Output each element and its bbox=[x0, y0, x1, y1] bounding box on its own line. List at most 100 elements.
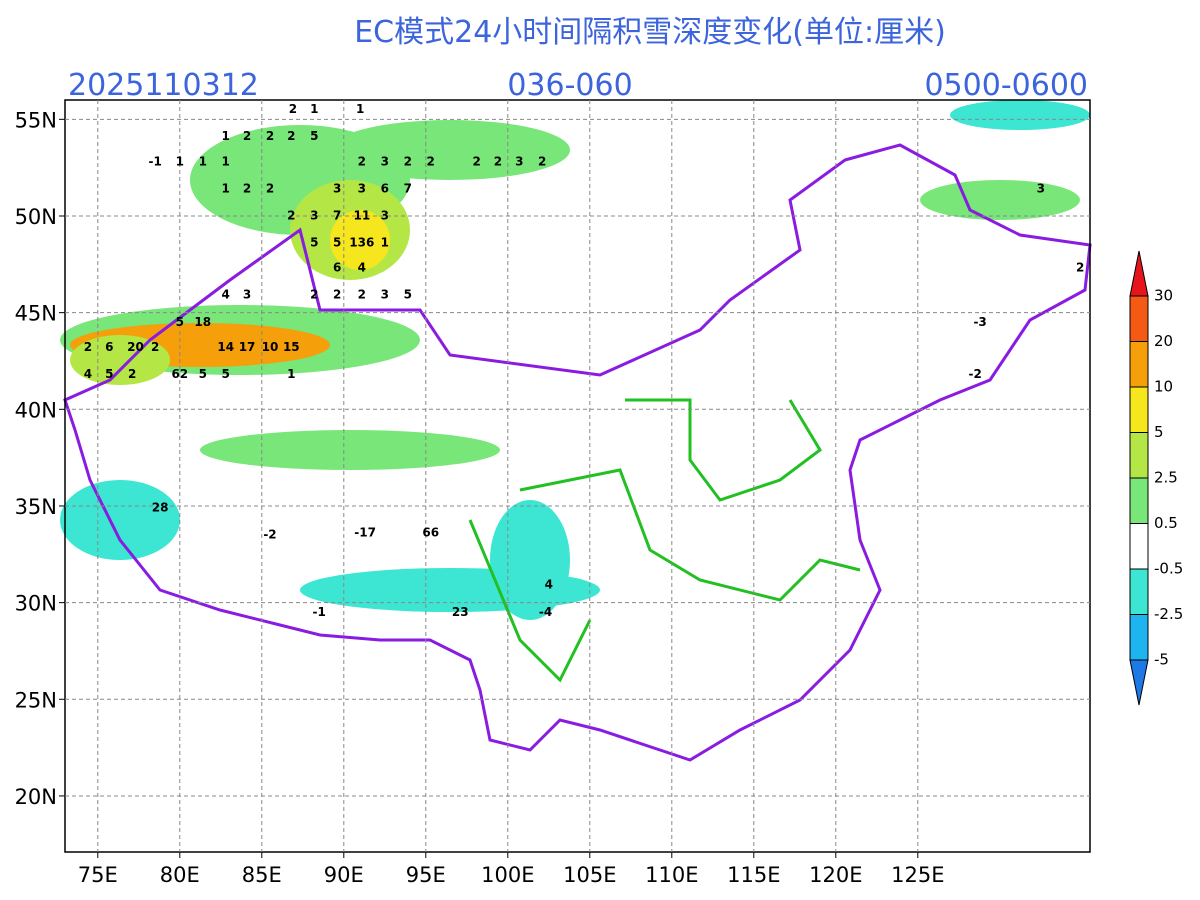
colorbar-label: 30 bbox=[1154, 287, 1173, 305]
map-value-label: 2 bbox=[287, 129, 295, 143]
x-tick-label: 100E bbox=[481, 863, 534, 887]
forecast-range: 036-060 bbox=[507, 68, 632, 103]
y-tick-label: 30N bbox=[15, 592, 57, 616]
map-value-label: 66 bbox=[422, 526, 439, 540]
colorbar-label: 2.5 bbox=[1154, 469, 1178, 487]
map-value-label: 5 bbox=[176, 315, 184, 329]
map-value-label: 4 bbox=[545, 578, 553, 592]
map-value-label: 11 bbox=[353, 208, 370, 222]
map-value-label: 3 bbox=[381, 208, 389, 222]
map-value-label: 3 bbox=[243, 288, 251, 302]
map-value-label: 5 bbox=[404, 288, 412, 302]
x-tick-label: 115E bbox=[727, 863, 780, 887]
map-frame bbox=[64, 99, 1091, 853]
map-value-label: 2 bbox=[310, 288, 318, 302]
map-value-label: 3 bbox=[1037, 181, 1045, 195]
init-time: 2025110312 bbox=[68, 68, 259, 103]
colorbar-arrow bbox=[1129, 659, 1149, 706]
map-value-label: 2 bbox=[266, 129, 274, 143]
map-value-label: 1 bbox=[176, 154, 184, 168]
map-value-label: 2 bbox=[427, 154, 435, 168]
map-value-label: 3 bbox=[381, 154, 389, 168]
map-value-label: 2 bbox=[404, 154, 412, 168]
map-value-label: 1 bbox=[199, 154, 207, 168]
map-value-label: 28 bbox=[152, 500, 169, 514]
map-value-label: 2 bbox=[333, 288, 341, 302]
map-value-label: 1 bbox=[222, 129, 230, 143]
map-value-label: 6 bbox=[105, 340, 113, 354]
map-value-label: 6 bbox=[381, 181, 389, 195]
map-value-label: -1 bbox=[313, 605, 326, 619]
colorbar-box bbox=[1129, 614, 1149, 661]
map-value-label: 10 bbox=[262, 340, 279, 354]
map-value-label: 1 bbox=[222, 181, 230, 195]
map-value-label: 5 bbox=[310, 236, 318, 250]
map-value-label: 4 bbox=[358, 261, 366, 275]
y-tick-label: 20N bbox=[15, 785, 57, 809]
map-value-label: 14 bbox=[217, 340, 234, 354]
map-value-label: -3 bbox=[973, 315, 986, 329]
y-tick-label: 55N bbox=[15, 108, 57, 132]
map-value-label: 2 bbox=[1076, 261, 1084, 275]
map-value-label: 2 bbox=[266, 181, 274, 195]
x-tick-label: 110E bbox=[645, 863, 698, 887]
map-value-label: 20 bbox=[127, 340, 144, 354]
map-value-label: 136 bbox=[349, 236, 374, 250]
map-value-label: 5 bbox=[105, 367, 113, 381]
y-tick-label: 40N bbox=[15, 398, 57, 422]
map-value-label: 2 bbox=[287, 208, 295, 222]
colorbar-box bbox=[1129, 523, 1149, 570]
map-value-label: 2 bbox=[358, 288, 366, 302]
map-value-label: 1 bbox=[287, 367, 295, 381]
map-value-label: 4 bbox=[222, 288, 230, 302]
borders bbox=[63, 143, 1092, 762]
x-tick-label: 80E bbox=[160, 863, 200, 887]
map-value-label: 2 bbox=[494, 154, 502, 168]
y-tick-label: 35N bbox=[15, 495, 57, 519]
colorbar-label: 20 bbox=[1154, 332, 1173, 350]
map-value-label: -17 bbox=[354, 526, 376, 540]
map-value-label: 2 bbox=[151, 340, 159, 354]
colorbar-box bbox=[1129, 568, 1149, 615]
x-tick-label: 105E bbox=[563, 863, 616, 887]
map-value-label: 1 bbox=[356, 102, 364, 116]
y-tick-label: 50N bbox=[15, 205, 57, 229]
map-value-label: 3 bbox=[358, 181, 366, 195]
map-value-label: 2 bbox=[84, 340, 92, 354]
map-value-label: 3 bbox=[381, 288, 389, 302]
map-value-label: -1 bbox=[149, 154, 162, 168]
map-value-label: 7 bbox=[404, 181, 412, 195]
map-value-label: 5 bbox=[333, 236, 341, 250]
map-value-label: 2 bbox=[243, 181, 251, 195]
map-value-label: 18 bbox=[194, 315, 211, 329]
colorbar-label: -0.5 bbox=[1154, 560, 1183, 578]
colorbar-box bbox=[1129, 341, 1149, 388]
map-value-label: 5 bbox=[199, 367, 207, 381]
colorbar-label: 5 bbox=[1154, 423, 1164, 441]
map-value-label: 1 bbox=[310, 102, 318, 116]
map-value-label: 5 bbox=[310, 129, 318, 143]
colorbar-arrow bbox=[1129, 250, 1149, 297]
x-tick-label: 125E bbox=[891, 863, 944, 887]
map-value-label: -4 bbox=[539, 605, 552, 619]
colorbar-box bbox=[1129, 432, 1149, 479]
colorbar-box bbox=[1129, 386, 1149, 433]
map-value-label: 1 bbox=[381, 236, 389, 250]
map-value-label: 1 bbox=[222, 154, 230, 168]
map-value-label: 5 bbox=[222, 367, 230, 381]
x-tick-label: 75E bbox=[78, 863, 118, 887]
map-value-label: 17 bbox=[239, 340, 256, 354]
valid-time: 0500-0600 bbox=[924, 68, 1088, 103]
map-value-label: -2 bbox=[969, 367, 982, 381]
map-value-label: 2 bbox=[128, 367, 136, 381]
map-value-label: 62 bbox=[171, 367, 188, 381]
colorbar-label: -2.5 bbox=[1154, 605, 1183, 623]
map-value-label: 3 bbox=[333, 181, 341, 195]
colorbar-label: 0.5 bbox=[1154, 514, 1178, 532]
x-tick-label: 120E bbox=[809, 863, 862, 887]
map-value-label: 6 bbox=[333, 261, 341, 275]
colorbar-label: 10 bbox=[1154, 378, 1173, 396]
map-value-label: 3 bbox=[515, 154, 523, 168]
map-value-label: 7 bbox=[333, 208, 341, 222]
